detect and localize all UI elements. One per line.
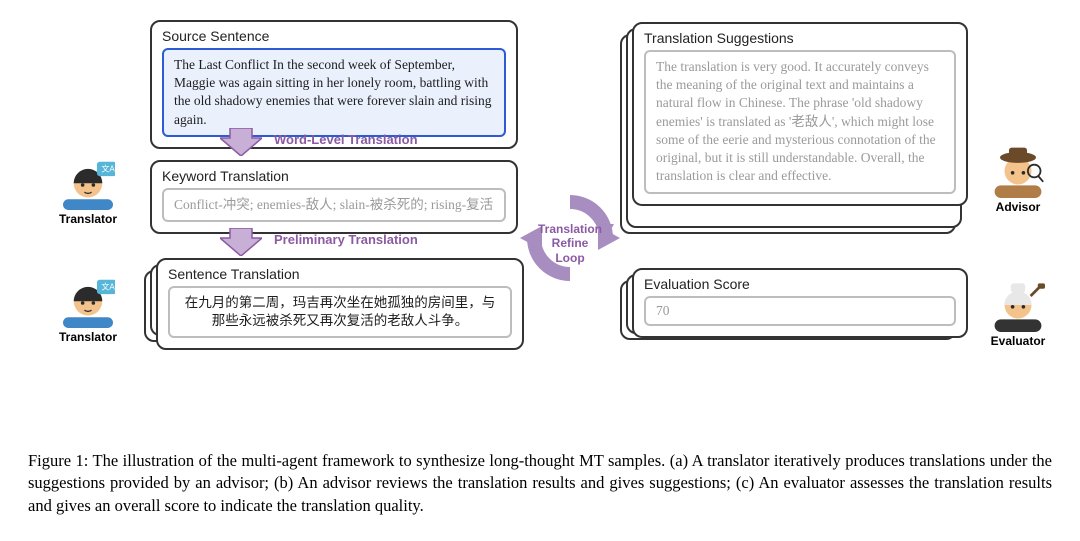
sentence-translation-text: 在九月的第二周，玛吉再次坐在她孤独的房间里，与那些永远被杀死又再次复活的老敌人斗…	[168, 286, 512, 338]
figure-caption: Figure 1: The illustration of the multi-…	[28, 450, 1052, 517]
sentence-translation-stack: Sentence Translation 在九月的第二周，玛吉再次坐在她孤独的房…	[144, 258, 524, 344]
evaluator-agent-label: Evaluator	[980, 334, 1056, 348]
translator-agent-2-label: Translator	[50, 330, 126, 344]
source-sentence-panel: Source Sentence The Last Conflict In the…	[150, 20, 518, 149]
keyword-translation-text: Conflict-冲突; enemies-敌人; slain-被杀死的; ris…	[162, 188, 506, 222]
suggestions-stack: Translation Suggestions The translation …	[620, 22, 970, 240]
diagram-container: Source Sentence The Last Conflict In the…	[0, 0, 1080, 442]
source-sentence-text: The Last Conflict In the second week of …	[162, 48, 506, 137]
translator-agent-2: 文A Translator	[50, 278, 126, 344]
arrow-word-level	[220, 128, 262, 161]
keyword-translation-title: Keyword Translation	[162, 168, 506, 184]
score-stack: Evaluation Score 70	[620, 268, 970, 344]
keyword-translation-panel: Keyword Translation Conflict-冲突; enemies…	[150, 160, 518, 234]
translator-icon: 文A	[61, 160, 115, 210]
suggestions-text: The translation is very good. It accurat…	[644, 50, 956, 194]
suggestions-title: Translation Suggestions	[644, 30, 956, 46]
source-sentence-title: Source Sentence	[162, 28, 506, 44]
svg-text:文A: 文A	[101, 282, 115, 292]
translator-agent-1: 文A Translator	[50, 160, 126, 226]
svg-text:文A: 文A	[101, 164, 115, 174]
arrow-word-level-label: Word-Level Translation	[274, 132, 418, 147]
translator-agent-1-label: Translator	[50, 212, 126, 226]
refine-loop-label: Translation Refine Loop	[537, 222, 603, 265]
advisor-agent: Advisor	[980, 144, 1056, 214]
advisor-agent-label: Advisor	[980, 200, 1056, 214]
score-value: 70	[644, 296, 956, 326]
translator-icon: 文A	[61, 278, 115, 328]
arrow-preliminary	[220, 228, 262, 261]
sentence-translation-title: Sentence Translation	[168, 266, 512, 282]
advisor-icon	[991, 144, 1045, 198]
evaluator-icon	[991, 278, 1045, 332]
refine-loop-label-text: Translation Refine Loop	[538, 222, 602, 265]
evaluator-agent: Evaluator	[980, 278, 1056, 348]
score-title: Evaluation Score	[644, 276, 956, 292]
arrow-preliminary-label: Preliminary Translation	[274, 232, 418, 247]
